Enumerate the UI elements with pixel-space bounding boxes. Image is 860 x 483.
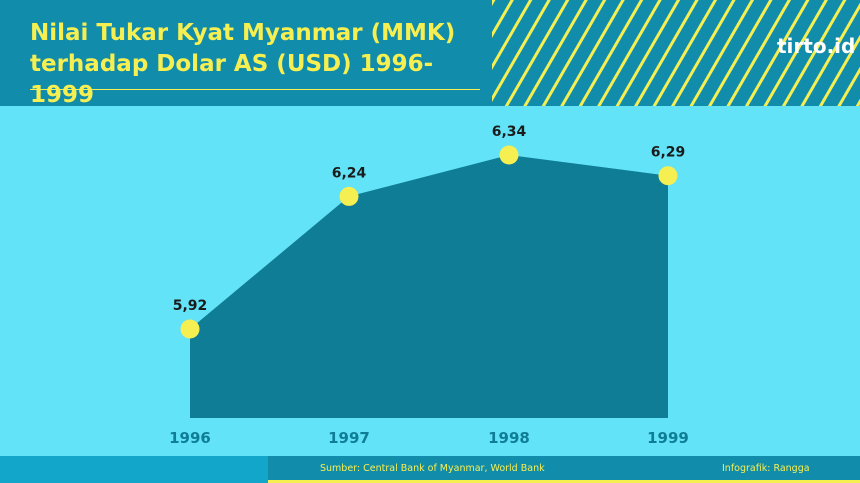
chart-title-line-2: terhadap Dolar AS (USD) 1996-1999	[30, 51, 434, 108]
x-tick-label-1998: 1998	[488, 429, 530, 447]
area-chart: 5,92 6,24 6,34 6,29 1996 1997 1998 1999	[0, 106, 860, 460]
data-label-1997: 6,24	[332, 165, 367, 181]
tirto-logo: tirto.id	[777, 33, 855, 59]
title-block: Nilai Tukar Kyat Myanmar (MMK) terhadap …	[0, 0, 492, 108]
data-point-1999	[658, 166, 678, 186]
data-point-1996	[180, 319, 200, 339]
data-point-1997	[339, 186, 359, 206]
x-tick-label-1996: 1996	[169, 429, 211, 447]
area-series	[190, 155, 668, 418]
decorative-stripes	[492, 0, 860, 106]
credit-text: Infografik: Rangga	[722, 463, 810, 474]
x-tick-label-1999: 1999	[647, 429, 689, 447]
chart-title: Nilai Tukar Kyat Myanmar (MMK) terhadap …	[30, 18, 480, 111]
stripes-pattern	[492, 0, 860, 106]
title-underline	[30, 89, 480, 90]
footer-accent-strip	[268, 480, 860, 483]
chart-svg: 5,92 6,24 6,34 6,29 1996 1997 1998 1999	[169, 124, 689, 447]
source-text: Sumber: Central Bank of Myanmar, World B…	[320, 463, 545, 474]
data-point-1998	[499, 145, 519, 165]
logo-text: tirto.id	[777, 34, 856, 58]
data-label-1998: 6,34	[492, 124, 527, 140]
x-tick-label-1997: 1997	[328, 429, 370, 447]
chart-title-line-1: Nilai Tukar Kyat Myanmar (MMK)	[30, 20, 456, 46]
data-label-1999: 6,29	[651, 145, 686, 161]
data-label-1996: 5,92	[173, 298, 208, 314]
footer-bar	[268, 456, 860, 483]
